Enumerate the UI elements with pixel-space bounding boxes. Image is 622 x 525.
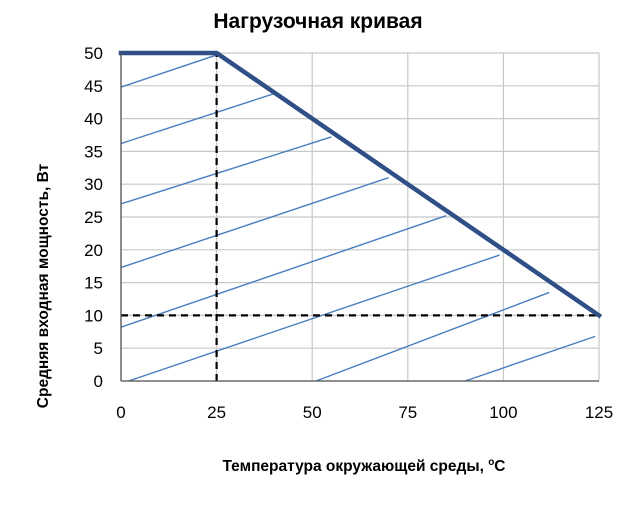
grid — [120, 52, 600, 382]
series-layer — [118, 50, 603, 319]
hatch-line — [120, 176, 389, 269]
x-tick-label: 25 — [207, 403, 226, 422]
y-tick-label: 25 — [84, 208, 103, 227]
y-tick-label: 20 — [84, 241, 103, 260]
x-axis-label-unit: C — [494, 458, 505, 475]
x-axis-label-main: Температура окружающей среды, — [222, 458, 488, 475]
hatch-line — [128, 254, 500, 382]
axes — [120, 53, 599, 382]
hatch-line — [120, 136, 332, 205]
x-tick-label: 125 — [585, 403, 613, 422]
chart-title: Нагрузочная кривая — [213, 10, 422, 33]
x-axis-label-degree: o — [488, 457, 494, 468]
y-tick-labels: 0 5 10 15 20 25 30 35 40 45 50 — [84, 44, 103, 391]
y-tick-label: 15 — [84, 274, 103, 293]
x-tick-label: 50 — [303, 403, 322, 422]
y-tick-label: 35 — [84, 142, 103, 161]
y-axis-label: Средняя входная мощность, Вт — [35, 163, 52, 408]
x-tick-label: 0 — [116, 403, 125, 422]
hatch-line — [120, 54, 217, 88]
y-tick-label: 5 — [94, 339, 103, 358]
x-tick-label: 100 — [489, 403, 517, 422]
y-tick-label: 10 — [84, 306, 103, 325]
y-tick-label: 30 — [84, 175, 103, 194]
hatch-line — [120, 93, 275, 145]
y-tick-label: 40 — [84, 110, 103, 129]
reference-lines — [121, 53, 599, 381]
y-tick-label: 0 — [94, 372, 103, 391]
x-tick-labels: 0 25 50 75 100 125 — [116, 403, 613, 422]
hatch-line — [315, 291, 550, 382]
series-line-derating-curve — [118, 50, 603, 319]
hatch-line — [120, 215, 447, 328]
hatch-area — [120, 54, 596, 382]
y-tick-label: 45 — [84, 77, 103, 96]
x-axis-label: Температура окружающей среды, oC — [222, 457, 505, 475]
y-tick-label: 50 — [84, 44, 103, 63]
hatch-line — [464, 335, 596, 382]
x-tick-label: 75 — [398, 403, 417, 422]
